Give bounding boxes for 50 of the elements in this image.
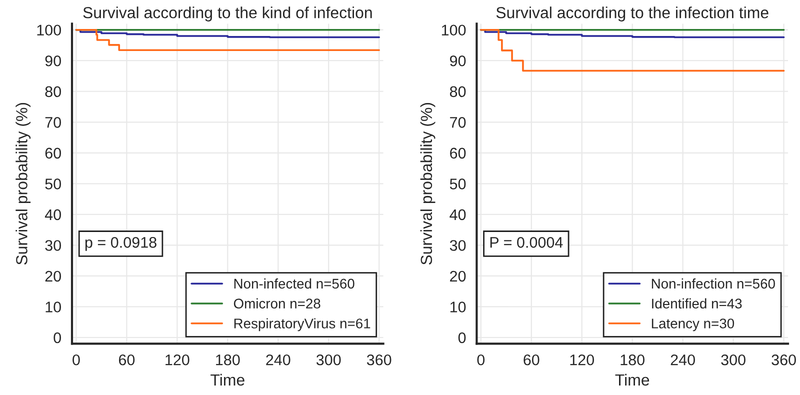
chart-title: Survival according to the infection time bbox=[496, 6, 768, 22]
y-tick-label: 50 bbox=[450, 178, 466, 190]
x-axis-title: Time bbox=[615, 374, 650, 386]
y-tick-label: 20 bbox=[45, 270, 61, 282]
y-tick-label: 60 bbox=[45, 148, 61, 159]
x-tick-label: 300 bbox=[316, 354, 341, 366]
y-tick-label: 80 bbox=[450, 86, 466, 98]
x-tick-label: 360 bbox=[772, 354, 796, 366]
x-tick-label: 0 bbox=[477, 354, 485, 366]
x-tick-label: 180 bbox=[216, 354, 240, 366]
y-tick-label: 10 bbox=[450, 302, 466, 312]
x-tick-label: 120 bbox=[166, 354, 190, 366]
chart-title: Survival according to the kind of infection bbox=[83, 6, 372, 22]
y-tick-label: 0 bbox=[54, 332, 61, 344]
legend-label: Non-infection n=560 bbox=[652, 278, 775, 289]
y-tick-label: 40 bbox=[44, 209, 61, 220]
y-tick-label: 70 bbox=[45, 117, 61, 128]
x-tick-label: 240 bbox=[266, 354, 290, 366]
x-axis-title: Time bbox=[210, 374, 244, 386]
x-tick-label: 240 bbox=[670, 354, 695, 366]
annotation: P = 0.0004 bbox=[490, 236, 563, 248]
y-tick-label: 30 bbox=[45, 240, 61, 251]
y-tick-label: 20 bbox=[450, 270, 466, 282]
y-tick-label: 80 bbox=[45, 86, 61, 98]
y-tick-label: 40 bbox=[450, 209, 466, 220]
legend-label: Omicron n=28 bbox=[234, 298, 320, 309]
x-tick-label: 180 bbox=[620, 354, 644, 366]
y-tick-label: 100 bbox=[37, 24, 61, 36]
annotation: p = 0.0918 bbox=[85, 236, 156, 251]
y-tick-label: 10 bbox=[46, 302, 61, 312]
x-tick-label: 0 bbox=[72, 354, 80, 366]
y-tick-label: 0 bbox=[458, 332, 466, 344]
x-tick-label: 60 bbox=[524, 354, 540, 366]
y-axis-title: Survival probability (%) bbox=[420, 103, 436, 265]
y-tick-label: 70 bbox=[450, 117, 466, 128]
y-tick-label: 90 bbox=[450, 55, 466, 66]
y-tick-label: 50 bbox=[45, 178, 61, 190]
y-tick-label: 100 bbox=[442, 24, 466, 36]
y-tick-label: 90 bbox=[45, 55, 61, 66]
x-tick-label: 360 bbox=[366, 354, 392, 366]
legend-label: Identified n=43 bbox=[652, 298, 742, 309]
legend-label: RespiratoryVirus n=61 bbox=[234, 318, 370, 332]
y-tick-label: 60 bbox=[450, 148, 466, 159]
legend-label: Non-infected n=560 bbox=[234, 278, 354, 289]
y-axis-title: Survival probability (%) bbox=[16, 103, 31, 265]
x-tick-label: 60 bbox=[118, 354, 135, 366]
y-tick-label: 30 bbox=[450, 240, 466, 251]
legend-label: Latency n=30 bbox=[652, 318, 734, 332]
x-tick-label: 300 bbox=[721, 354, 746, 366]
x-tick-label: 120 bbox=[570, 354, 594, 366]
